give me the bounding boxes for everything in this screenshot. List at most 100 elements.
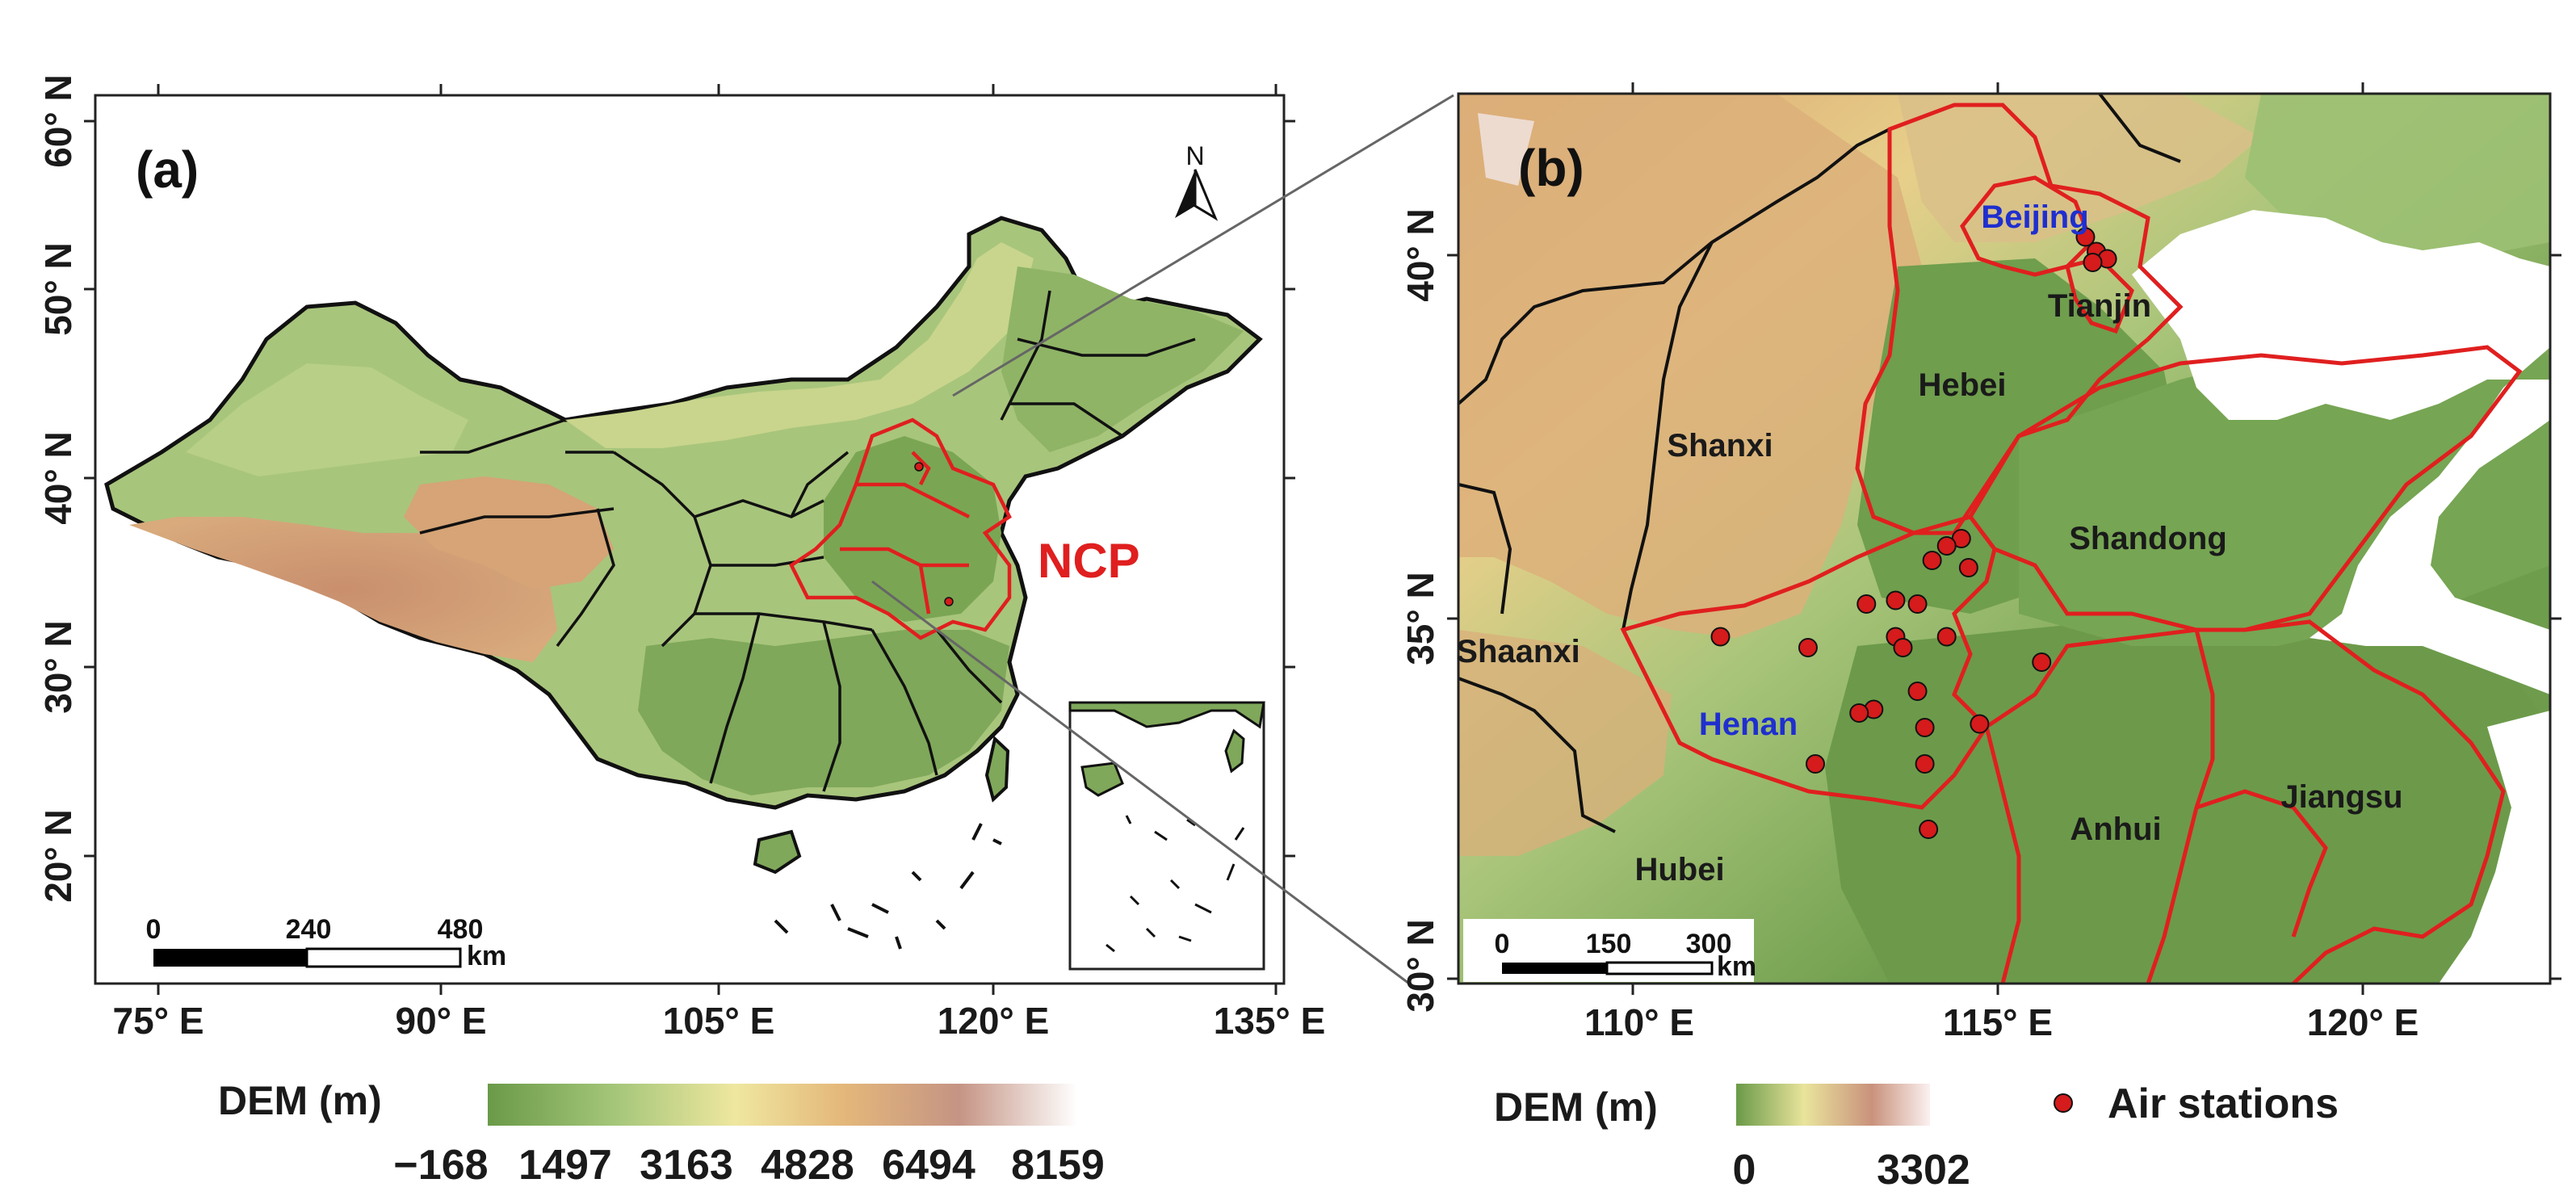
scalebar-b-label-2: 300	[1686, 929, 1732, 959]
air-station-marker	[1915, 718, 1935, 737]
panel-b-black-boundaries	[1458, 94, 2181, 833]
lon-tick-a-1: 90° E	[395, 1000, 486, 1042]
scalebar-a-label-2: 480	[438, 914, 484, 945]
colorbar-a-label-1: 1497	[518, 1142, 612, 1189]
stations-legend: Air stations	[2054, 1080, 2339, 1127]
air-station-marker	[1958, 558, 1978, 577]
province-label-hebei: Hebei	[1919, 367, 2007, 403]
air-station-marker	[1907, 594, 1928, 614]
panel-a-label: (a)	[136, 141, 199, 199]
colorbar-a-title: DEM (m)	[218, 1078, 382, 1123]
qinghai	[404, 476, 614, 589]
ncp-station-marker	[944, 597, 954, 606]
panel-a-colorbar: DEM (m) −168 1497 3163 4828 6494 8159	[218, 1078, 1105, 1189]
lat-tick-b-0: 40° N	[1399, 208, 1441, 302]
scalebar-a-label-0: 0	[146, 914, 162, 945]
south-sea-islands	[774, 823, 1002, 950]
scalebar-b-label-1: 150	[1586, 929, 1632, 959]
lon-tick-a-0: 75° E	[112, 1000, 203, 1042]
southeast-plain	[1825, 614, 2550, 984]
inner-mongolia	[565, 242, 1034, 448]
lon-tick-b-1: 115° E	[1943, 1001, 2053, 1043]
scalebar-b-label-0: 0	[1495, 929, 1510, 959]
colorbar-a-label-2: 3163	[640, 1142, 733, 1189]
panel-b-colorbar: DEM (m) 0 3302	[1494, 1084, 1970, 1194]
province-label-henan: Henan	[1699, 707, 1798, 742]
china-map	[104, 216, 1263, 950]
colorbar-b-label-0: 0	[1733, 1147, 1756, 1194]
sea-se	[2439, 711, 2550, 984]
tarim-basin	[186, 363, 468, 476]
panel-b-label: (b)	[1518, 139, 1584, 197]
north-arrow-label: N	[1185, 141, 1204, 170]
air-station-marker	[1936, 627, 1957, 647]
air-station-marker	[1970, 714, 1990, 734]
province-label-beijing: Beijing	[1981, 199, 2088, 235]
lon-tick-b-2: 120° E	[2307, 1001, 2419, 1043]
air-station-marker	[2075, 227, 2096, 247]
air-station-marker	[1806, 754, 1825, 774]
zoom-connectors	[871, 94, 1454, 985]
province-label-shanxi: Shanxi	[1667, 428, 1773, 464]
panel-b-scalebar: 0 150 300 km	[1463, 919, 1756, 982]
snow-peaks	[1478, 113, 1534, 186]
colorbar-b-title: DEM (m)	[1494, 1084, 1658, 1130]
province-boundaries	[419, 290, 1196, 792]
panel-b: (b) Beijing Tianjin Hebei Shanxi Shandon…	[1399, 82, 2561, 1194]
lat-tick-a-2: 40° N	[37, 431, 79, 525]
yanshan	[1898, 94, 2261, 242]
air-station-marker	[1849, 703, 1869, 723]
colorbar-a-label-4: 6494	[882, 1142, 975, 1189]
ncp-boundary	[789, 417, 1012, 640]
province-label-tianjin: Tianjin	[2048, 288, 2151, 324]
legend-label: Air stations	[2108, 1080, 2339, 1127]
inset-islands	[1105, 815, 1245, 953]
lat-tick-a-4: 20° N	[37, 809, 79, 903]
air-station-marker	[2083, 253, 2103, 272]
colorbar-a-label-5: 8159	[1011, 1142, 1105, 1189]
colorbar-a-label-0: −168	[393, 1142, 488, 1189]
inset-map	[1068, 701, 1265, 971]
northeast	[1001, 266, 1244, 452]
air-station-marker	[1798, 638, 1818, 657]
lat-tick-a-3: 30° N	[37, 620, 79, 714]
province-label-jiangsu: Jiangsu	[2280, 779, 2402, 815]
ncp-label: NCP	[1038, 534, 1140, 588]
lat-tick-b-1: 35° N	[1399, 572, 1441, 665]
colorbar-b-bar	[1736, 1084, 1930, 1126]
colorbar-a-label-3: 4828	[761, 1142, 854, 1189]
panel-b-frame	[1457, 92, 2552, 985]
province-label-hubei: Hubei	[1634, 852, 1724, 887]
lon-tick-b-0: 110° E	[1584, 1001, 1694, 1043]
north-china-plain	[824, 436, 1001, 622]
scalebar-a-label-1: 240	[286, 914, 332, 945]
legend-station-marker	[2054, 1093, 2073, 1113]
scalebar-a-unit: km	[467, 941, 506, 971]
air-station-marker	[1915, 754, 1935, 774]
panel-a-scalebar: 0 240 480 km	[146, 914, 507, 971]
colorbar-a-bar	[488, 1084, 1077, 1126]
air-station-marker	[1919, 820, 1939, 839]
air-station-marker	[1936, 536, 1957, 556]
air-station-marker	[1893, 638, 1913, 657]
panel-a: (a) NCP N 0 240 480 km	[37, 74, 1325, 1189]
air-station-marker	[1907, 682, 1928, 701]
lon-tick-a-3: 120° E	[938, 1000, 1050, 1042]
taiwan	[984, 736, 1010, 803]
north-arrow: N	[1175, 141, 1219, 221]
air-station-marker	[1922, 551, 1942, 570]
lon-tick-a-4: 135° E	[1214, 1000, 1326, 1042]
lat-tick-a-0: 60° N	[37, 74, 79, 168]
colorbar-b-label-1: 3302	[1877, 1147, 1970, 1194]
taihang-highlands	[1458, 94, 1922, 638]
panel-b-red-boundaries	[1620, 103, 2523, 984]
panel-b-ticks: 40° N 35° N 30° N 110° E 115° E 120° E	[1399, 82, 2561, 1043]
panel-a-ticks: 60° N 50° N 40° N 30° N 20° N 75° E 90° …	[37, 74, 1325, 1042]
province-label-anhui: Anhui	[2070, 812, 2161, 847]
ncp-station-marker	[914, 462, 924, 472]
lat-tick-b-2: 30° N	[1399, 919, 1441, 1013]
province-label-shaanxi: Shaanxi	[1456, 634, 1580, 669]
south-china	[638, 630, 1009, 795]
air-stations	[1710, 227, 2117, 839]
